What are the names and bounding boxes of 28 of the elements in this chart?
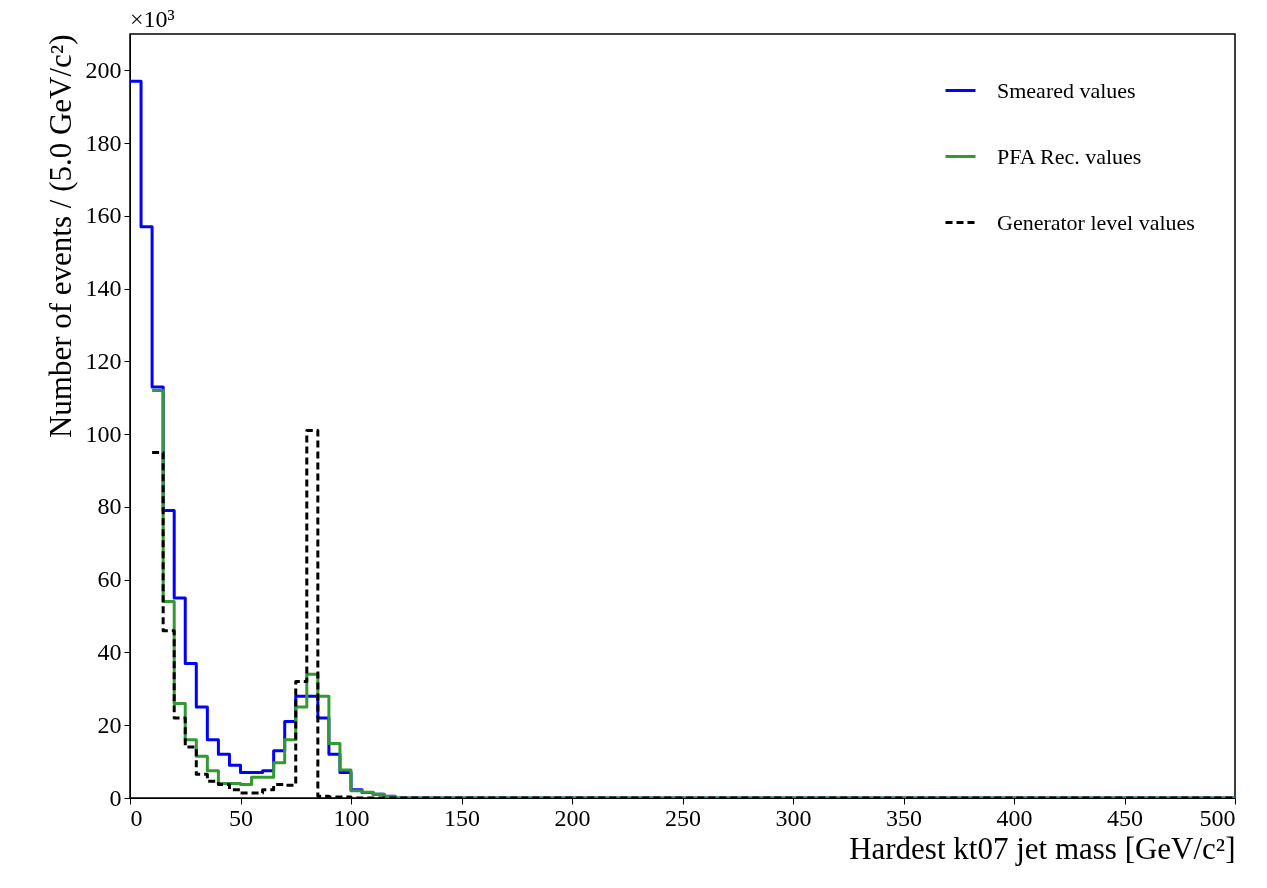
x-tick-label: 200	[554, 804, 591, 831]
x-tick-label: 0	[130, 804, 143, 831]
x-tick-label: 50	[229, 804, 253, 831]
y-tick-label: 20	[97, 711, 122, 738]
y-tick-label: 40	[97, 638, 122, 665]
x-tick-label: 350	[886, 804, 922, 831]
y-tick-label: 100	[85, 420, 122, 447]
x-tick-label: 100	[333, 804, 370, 831]
x-tick-label: 450	[1107, 804, 1143, 831]
y-axis-title: Number of events / (5.0 GeV/c²)	[42, 34, 78, 439]
x-tick-label: 400	[996, 804, 1033, 831]
y-tick-label: 140	[85, 275, 122, 302]
y-tick-label: 180	[85, 129, 122, 156]
x-tick-label: 150	[444, 804, 480, 831]
y-tick-label: 120	[85, 347, 122, 374]
x-tick-label: 300	[775, 804, 812, 831]
legend-label: PFA Rec. values	[997, 143, 1142, 169]
x-tick-label: 250	[665, 804, 701, 831]
legend-label: Smeared values	[997, 77, 1136, 103]
x-axis-title: Hardest kt07 jet mass [GeV/c²]	[849, 830, 1236, 866]
x-tick-label: 500	[1199, 804, 1236, 831]
y-tick-label: 60	[97, 566, 122, 593]
legend-label: Generator level values	[997, 209, 1195, 235]
y-tick-label: 80	[97, 493, 122, 520]
y-tick-label: 0	[109, 784, 122, 811]
y-tick-label: 160	[85, 202, 122, 229]
text: ×10³	[130, 6, 175, 32]
y-tick-label: 200	[85, 56, 122, 83]
